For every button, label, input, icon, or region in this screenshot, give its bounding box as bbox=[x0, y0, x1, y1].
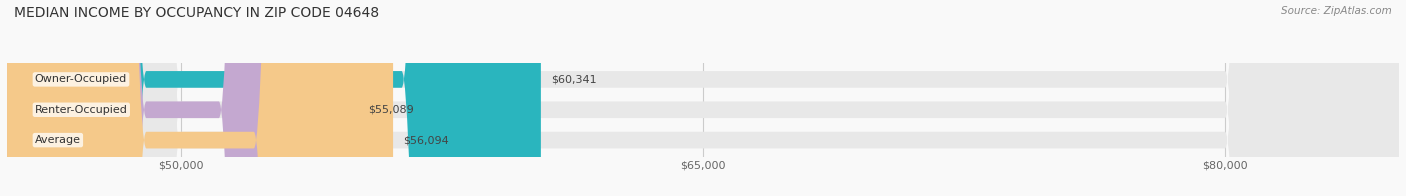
Text: MEDIAN INCOME BY OCCUPANCY IN ZIP CODE 04648: MEDIAN INCOME BY OCCUPANCY IN ZIP CODE 0… bbox=[14, 6, 380, 20]
Text: Average: Average bbox=[35, 135, 82, 145]
FancyBboxPatch shape bbox=[7, 0, 1399, 196]
FancyBboxPatch shape bbox=[7, 0, 1399, 196]
FancyBboxPatch shape bbox=[7, 0, 1399, 196]
FancyBboxPatch shape bbox=[7, 0, 394, 196]
Text: Renter-Occupied: Renter-Occupied bbox=[35, 105, 128, 115]
Text: Owner-Occupied: Owner-Occupied bbox=[35, 74, 127, 84]
Text: $60,341: $60,341 bbox=[551, 74, 598, 84]
Text: $55,089: $55,089 bbox=[368, 105, 415, 115]
FancyBboxPatch shape bbox=[7, 0, 359, 196]
Text: $56,094: $56,094 bbox=[404, 135, 450, 145]
FancyBboxPatch shape bbox=[7, 0, 541, 196]
Text: Source: ZipAtlas.com: Source: ZipAtlas.com bbox=[1281, 6, 1392, 16]
